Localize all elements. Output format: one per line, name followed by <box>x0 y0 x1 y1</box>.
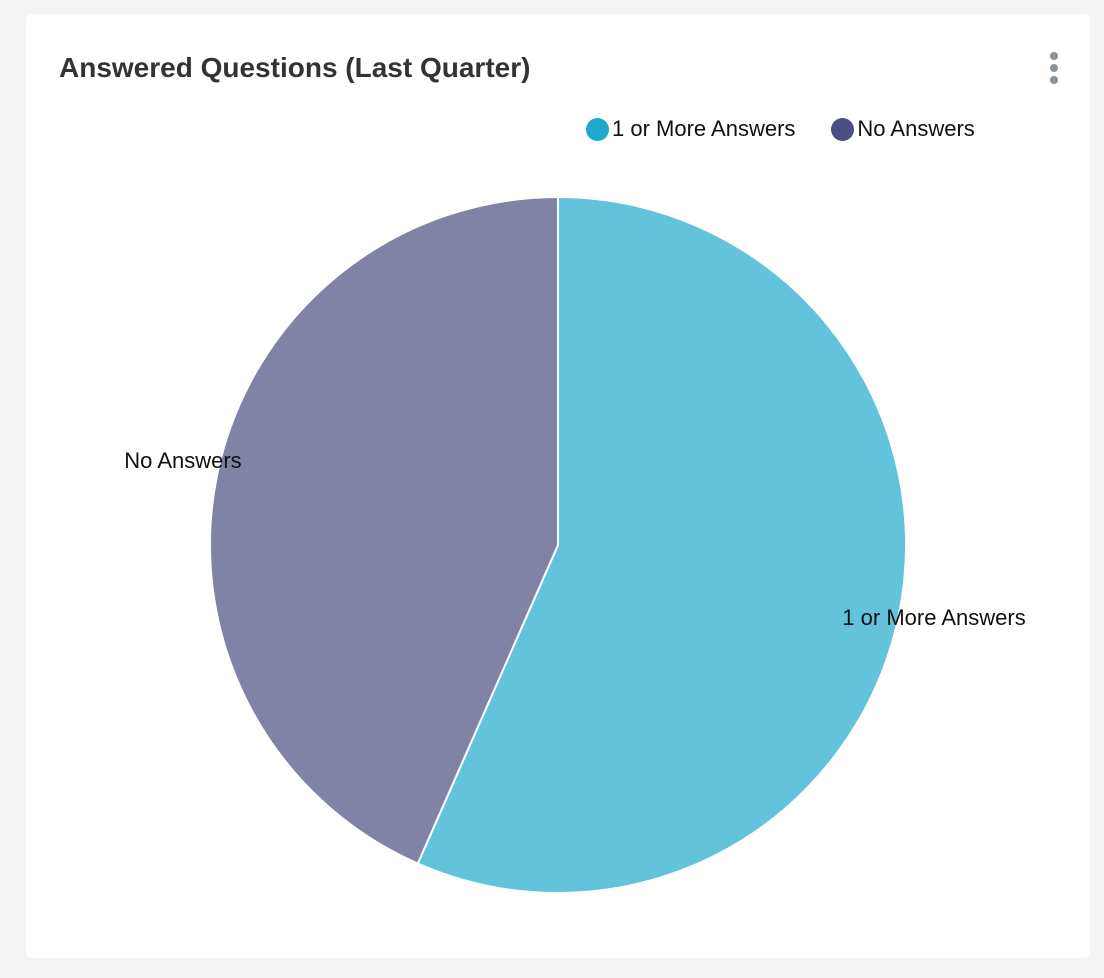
legend-item-one-or-more[interactable]: 1 or More Answers <box>586 116 795 142</box>
legend-swatch <box>586 117 609 141</box>
legend-label: No Answers <box>857 116 975 141</box>
legend: 1 or More Answers No Answers <box>586 116 975 142</box>
pie-slice[interactable] <box>416 195 907 894</box>
legend-label: 1 or More Answers <box>612 116 796 141</box>
slice-label: 1 or More Answers <box>842 605 1025 630</box>
legend-swatch <box>831 117 855 141</box>
chart-title: Answered Questions (Last Quarter) <box>59 52 531 83</box>
pie-slice[interactable] <box>209 195 559 865</box>
slice-label: No Answers <box>124 448 241 473</box>
kebab-menu-icon[interactable] <box>1046 48 1062 88</box>
legend-item-no-answers[interactable]: No Answers <box>831 116 975 142</box>
